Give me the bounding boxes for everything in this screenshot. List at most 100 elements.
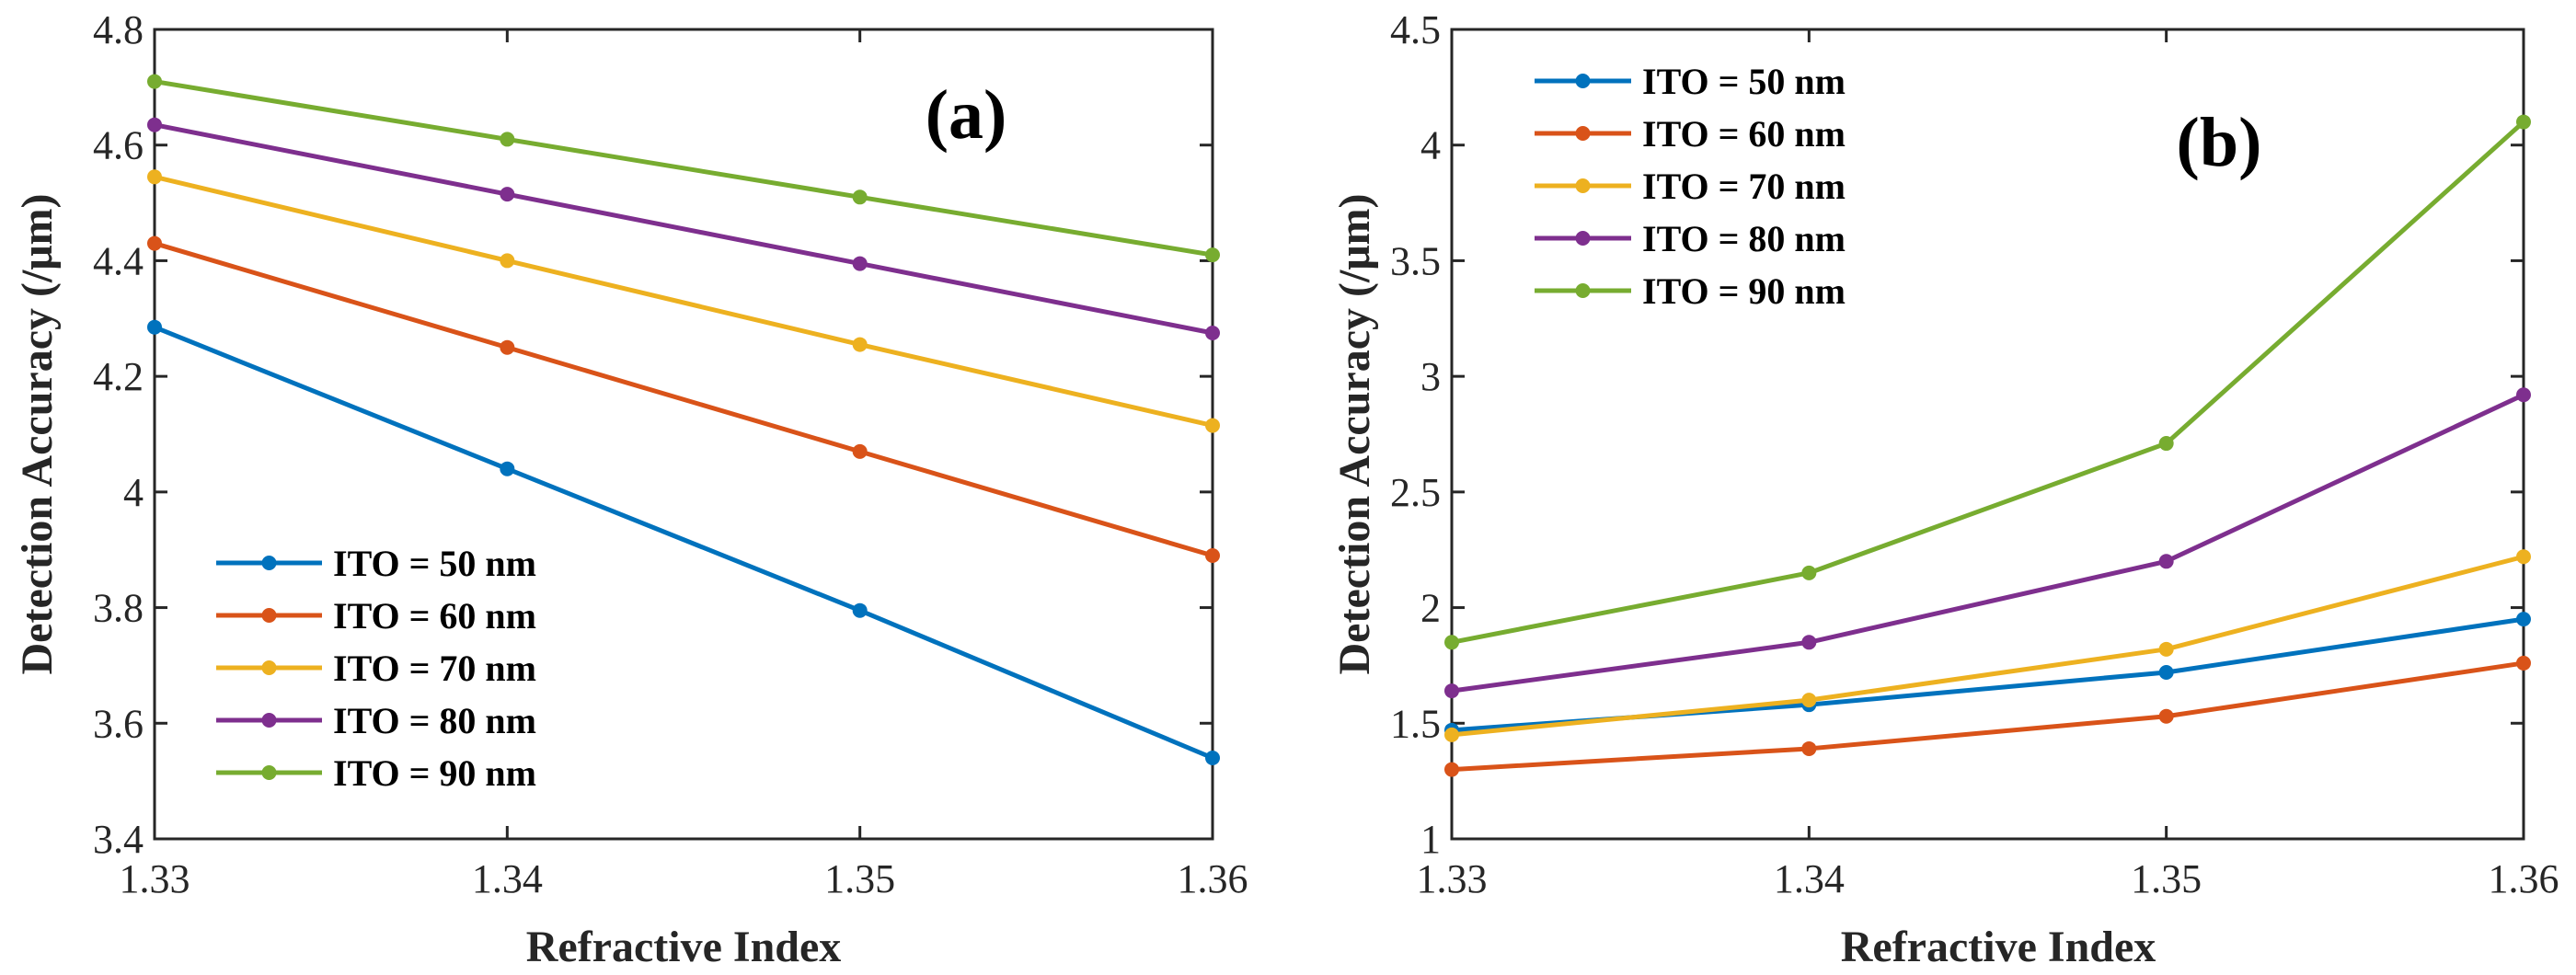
- x-tick-label: 1.36: [1178, 856, 1248, 901]
- data-point: [2516, 655, 2531, 671]
- legend-item: ITO = 80 nm: [216, 700, 536, 741]
- y-tick-label: 3.5: [1390, 238, 1441, 283]
- tick-marks-b: [1450, 28, 2525, 841]
- legend-marker: [261, 765, 277, 780]
- legend-label: ITO = 90 nm: [1642, 270, 1846, 312]
- x-tick-label: 1.35: [2131, 856, 2202, 901]
- x-tick-label: 1.35: [824, 856, 895, 901]
- y-tick-label: 4: [123, 470, 144, 515]
- series-line: [154, 122, 1213, 336]
- series-4: [1444, 387, 2531, 699]
- legend-marker: [261, 713, 277, 728]
- data-point: [1801, 565, 1817, 580]
- x-tick-label: 1.34: [1774, 856, 1845, 901]
- series-5: [147, 74, 1220, 263]
- legend-item: ITO = 90 nm: [216, 752, 536, 794]
- legend-marker: [1575, 283, 1591, 298]
- data-point: [1205, 418, 1220, 433]
- data-point: [147, 117, 162, 132]
- y-tick-label: 3: [1420, 354, 1441, 399]
- y-tick-label: 1: [1420, 817, 1441, 862]
- x-axis-label-b: Refractive Index: [1841, 923, 2156, 971]
- y-tick-label: 3.6: [93, 701, 144, 746]
- series-3: [1444, 549, 2531, 742]
- legend-item: ITO = 90 nm: [1535, 270, 1846, 312]
- x-tick-labels-b: 1.33 1.34 1.35 1.36: [1417, 856, 2559, 901]
- series-line: [1451, 660, 2524, 773]
- data-point: [500, 132, 515, 147]
- series-line: [154, 79, 1213, 258]
- data-point: [2158, 664, 2174, 680]
- series-line: [1451, 120, 2525, 645]
- data-point: [1801, 740, 1817, 756]
- data-point: [2516, 612, 2531, 627]
- y-tick-label: 1.5: [1390, 701, 1441, 746]
- legend-label: ITO = 90 nm: [333, 752, 536, 794]
- data-point: [500, 253, 515, 269]
- y-tick-label: 3.8: [93, 586, 144, 631]
- x-axis-label-a: Refractive Index: [526, 923, 842, 971]
- data-point: [2158, 436, 2174, 452]
- y-tick-label: 3.4: [93, 817, 144, 862]
- y-axis-label-b: Detection Accuracy (/μm): [1330, 193, 1379, 674]
- y-tick-label: 4.5: [1390, 7, 1441, 52]
- y-tick-label: 4.8: [93, 7, 144, 52]
- legend-label: ITO = 80 nm: [333, 700, 536, 741]
- x-tick-label: 1.33: [120, 856, 190, 901]
- y-tick-labels-b: 1 1.5 2 2.5 3 3.5 4 4.5: [1390, 7, 1441, 862]
- legend-label: ITO = 70 nm: [333, 648, 536, 689]
- panel-label-b: (b): [2177, 104, 2262, 181]
- data-point: [1444, 762, 1459, 777]
- series-line: [1451, 392, 2525, 694]
- chart-panel-a: 3.43.63.844.24.44.64.8 1.33 1.34 1.35 1.36 …: [13, 7, 1248, 971]
- data-point: [147, 319, 162, 335]
- series-3: [147, 169, 1220, 433]
- x-tick-label: 1.34: [472, 856, 543, 901]
- series-2: [1444, 655, 2531, 777]
- series-lines-b: [1444, 114, 2531, 777]
- y-tick-label: 4.4: [93, 238, 144, 283]
- legend-marker: [1575, 74, 1591, 88]
- data-point: [1205, 548, 1220, 563]
- legend-item: ITO = 60 nm: [1535, 113, 1846, 155]
- legend-marker: [261, 660, 277, 675]
- y-tick-label: 2: [1420, 586, 1441, 631]
- data-point: [1205, 247, 1220, 263]
- data-point: [147, 235, 162, 251]
- legend-label: ITO = 60 nm: [1642, 113, 1846, 155]
- y-tick-label: 4: [1420, 123, 1441, 168]
- data-point: [1444, 635, 1459, 650]
- series-lines-a: [147, 74, 1220, 765]
- data-point: [1205, 326, 1220, 340]
- data-point: [1801, 635, 1817, 650]
- series-line: [154, 174, 1213, 429]
- y-tick-labels-a: 3.4 3.6 3.8 4 4.2 4.4 4.6 4.8: [93, 7, 144, 862]
- y-tick-label: 4.2: [93, 354, 144, 399]
- data-point: [1444, 727, 1459, 742]
- legend-marker: [261, 608, 277, 623]
- data-point: [500, 339, 515, 355]
- x-tick-labels-a: 1.33 1.34 1.35 1.36: [120, 856, 1248, 901]
- data-point: [147, 169, 162, 185]
- data-point: [2516, 387, 2531, 403]
- legend-marker: [1575, 231, 1591, 246]
- chart-panel-b: 1 1.5 2 2.5 3 3.5 4 4.5 1.33 1.34 1.35 1.36 (b) Re…: [1330, 7, 2559, 971]
- data-point: [500, 187, 515, 202]
- series-5: [1444, 114, 2531, 650]
- y-tick-label: 4.6: [93, 123, 144, 168]
- data-point: [852, 602, 868, 618]
- y-tick-label: 2.5: [1390, 470, 1441, 515]
- data-point: [852, 337, 868, 352]
- data-point: [1444, 683, 1459, 699]
- plot-area-a: [153, 28, 1214, 841]
- legend-item: ITO = 70 nm: [1535, 166, 1846, 207]
- data-point: [147, 74, 162, 89]
- series-line: [154, 325, 1213, 761]
- legend-label: ITO = 50 nm: [333, 543, 536, 584]
- x-tick-label: 1.33: [1417, 856, 1488, 901]
- data-point: [852, 189, 868, 205]
- legend-item: ITO = 50 nm: [216, 543, 536, 584]
- plot-area-b: [1450, 28, 2525, 841]
- series-line: [154, 241, 1213, 558]
